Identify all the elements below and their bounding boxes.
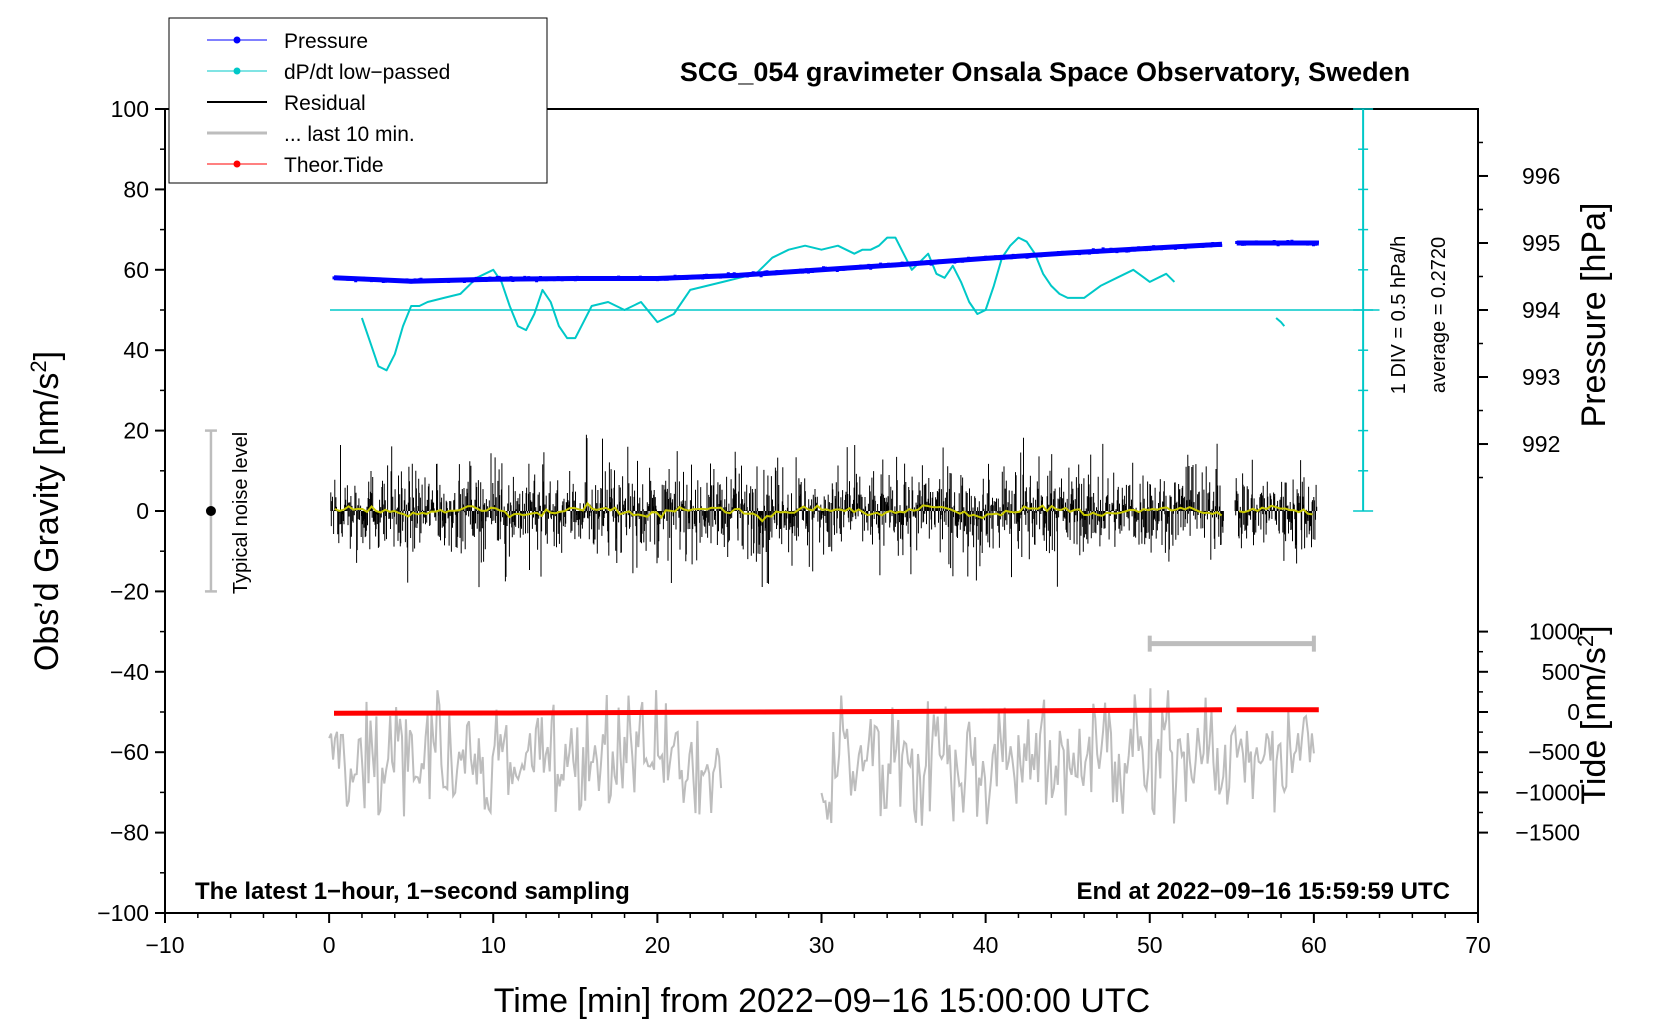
y-tick-label: 80 — [123, 176, 149, 202]
legend: Pressure dP/dt low−passed Residual ... l… — [168, 17, 548, 184]
x-tick-label: 30 — [809, 932, 835, 958]
y-axis-title-gravity: Obs’d Gravity [nm/s2] — [26, 351, 67, 671]
legend-box — [168, 17, 548, 184]
pressure-tick-label: 994 — [1522, 297, 1561, 323]
x-tick-label: 40 — [973, 932, 999, 958]
noise-level-label: Typical noise level — [230, 432, 252, 594]
y-axis-title-pressure: Pressure [hPa] — [1575, 203, 1613, 428]
dpdt-line — [360, 236, 1176, 372]
y-tick-label: −60 — [110, 739, 149, 765]
pressure-dots — [1235, 239, 1319, 247]
legend-entry-dpdt: dP/dt low−passed — [207, 61, 450, 84]
last-ten-min-line — [820, 688, 1315, 826]
legend-entry-pressure: Pressure — [207, 30, 368, 53]
end-time-note: End at 2022−09−16 15:59:59 UTC — [1076, 878, 1450, 905]
chart-title: SCG_054 gravimeter Onsala Space Observat… — [680, 57, 1410, 87]
div-scale-note: 1 DIV = 0.5 hPa/h — [1388, 236, 1410, 394]
pressure-tick-label: 993 — [1522, 364, 1560, 390]
pressure-tick-label: 996 — [1522, 163, 1560, 189]
tide-tick-label: −1500 — [1515, 820, 1580, 846]
residual-trace — [330, 434, 1224, 588]
tide-tick-label: 0 — [1567, 699, 1580, 725]
residual-smoothed-line — [334, 501, 1223, 523]
legend-marker-tide — [233, 160, 241, 168]
y-tick-label: 100 — [111, 96, 149, 122]
x-tick-label: 70 — [1465, 932, 1491, 958]
legend-entry-last-ten: ... last 10 min. — [207, 123, 415, 146]
legend-label-tide: Theor.Tide — [284, 154, 384, 177]
tide-tick-label: −1000 — [1515, 779, 1580, 805]
x-tick-label: −10 — [145, 932, 184, 958]
noise-level-dot — [205, 506, 216, 516]
tide-tick-label: −500 — [1528, 739, 1580, 765]
tide-line — [333, 707, 1223, 716]
dpdt-line — [1275, 317, 1286, 327]
x-tick-label: 20 — [645, 932, 671, 958]
y-tick-label: 0 — [136, 498, 149, 524]
legend-marker-dpdt — [233, 67, 241, 75]
tide-tick-label: 500 — [1542, 659, 1580, 685]
y-tick-label: −100 — [97, 900, 149, 926]
x-axis-title: Time [min] from 2022−09−16 15:00:00 UTC — [494, 982, 1150, 1020]
legend-label-pressure: Pressure — [284, 30, 368, 53]
y-tick-label: −20 — [110, 578, 149, 604]
residual-smoothed-line — [1238, 504, 1313, 516]
y-tick-label: 20 — [123, 418, 149, 444]
y-tick-label: −80 — [110, 820, 149, 846]
legend-label-residual: Residual — [284, 92, 366, 115]
y-axis-title-tide: Tide [nm/s2] — [1573, 625, 1614, 804]
sampling-note: The latest 1−hour, 1−second sampling — [195, 878, 630, 905]
legend-label-last-ten: ... last 10 min. — [284, 123, 415, 146]
average-note: average = 0.2720 — [1428, 237, 1450, 393]
pressure-tick-label: 992 — [1522, 431, 1560, 457]
legend-marker-pressure — [233, 36, 241, 44]
x-tick-label: 50 — [1137, 932, 1163, 958]
tide-tick-label: 1000 — [1529, 619, 1580, 645]
y-tick-label: 60 — [123, 257, 149, 283]
legend-entry-residual: Residual — [207, 92, 366, 115]
y-tick-label: 40 — [123, 337, 149, 363]
x-tick-label: 60 — [1301, 932, 1327, 958]
pressure-dots — [332, 242, 1223, 284]
y-tick-label: −40 — [110, 659, 149, 685]
x-tick-label: 0 — [323, 932, 336, 958]
pressure-tick-label: 995 — [1522, 230, 1560, 256]
last-ten-min-line — [328, 690, 723, 817]
legend-label-dpdt: dP/dt low−passed — [284, 61, 450, 84]
x-tick-label: 10 — [480, 932, 506, 958]
legend-entry-tide: Theor.Tide — [207, 154, 384, 177]
